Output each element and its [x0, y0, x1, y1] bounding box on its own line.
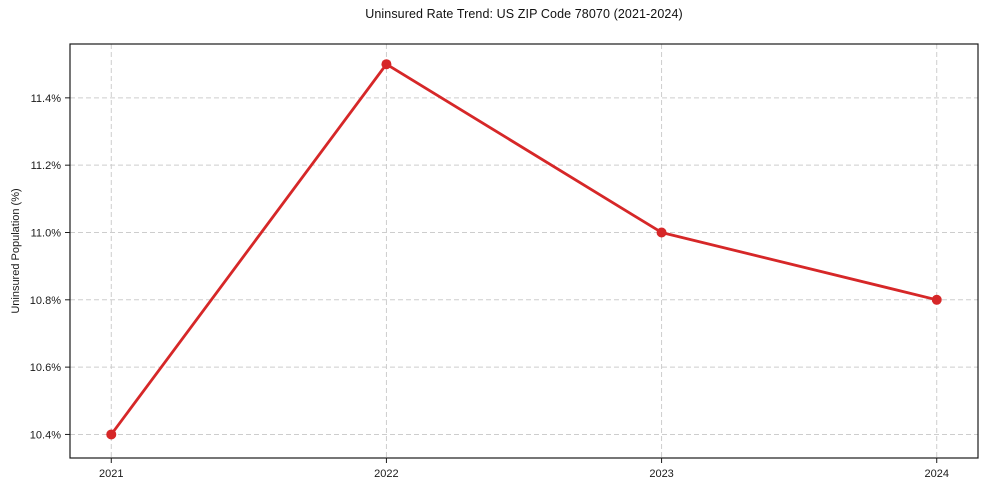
- chart-title: Uninsured Rate Trend: US ZIP Code 78070 …: [365, 7, 683, 21]
- y-tick-label: 11.4%: [31, 93, 62, 105]
- x-tick-label: 2022: [374, 468, 398, 480]
- y-tick-label: 10.6%: [30, 362, 61, 374]
- data-point: [656, 227, 667, 238]
- y-tick-label: 10.4%: [30, 429, 61, 441]
- y-tick-label: 11.0%: [31, 227, 62, 239]
- y-tick-label: 10.8%: [30, 295, 61, 307]
- x-tick-label: 2024: [924, 468, 948, 480]
- trend-line: [109, 62, 939, 436]
- data-point: [931, 294, 942, 305]
- x-tick-label: 2023: [649, 468, 673, 480]
- y-tick-label: 11.2%: [31, 160, 62, 172]
- plot-border: [69, 43, 979, 459]
- x-tick-label: 2021: [99, 468, 123, 480]
- data-point: [106, 429, 117, 440]
- data-point: [381, 59, 392, 70]
